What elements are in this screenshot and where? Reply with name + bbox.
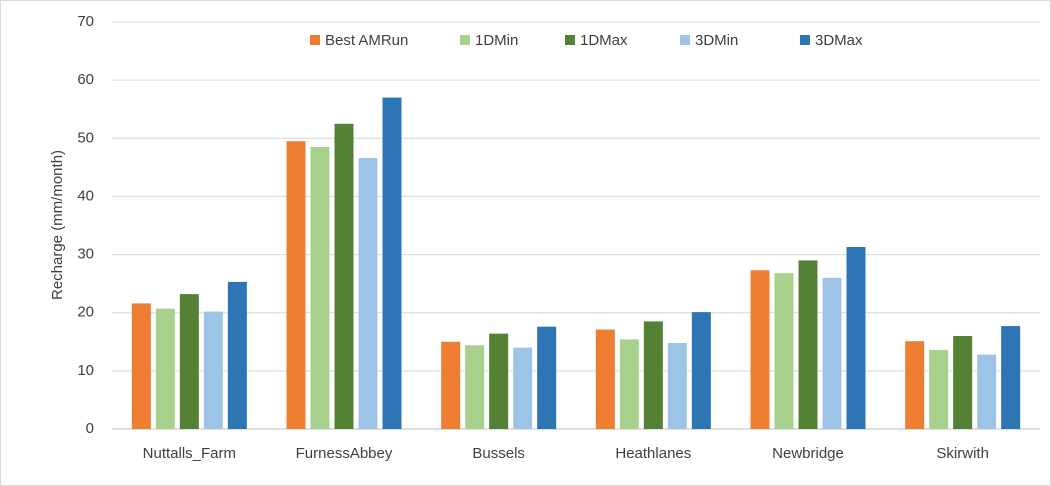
y-tick-label: 20 bbox=[77, 304, 94, 321]
bar bbox=[537, 326, 557, 429]
legend-swatch bbox=[800, 35, 810, 45]
bar bbox=[179, 294, 199, 429]
bar bbox=[358, 158, 378, 429]
x-tick-label: Nuttalls_Farm bbox=[143, 445, 236, 462]
y-tick-label: 50 bbox=[77, 129, 94, 146]
y-tick-label: 40 bbox=[77, 187, 94, 204]
y-tick-label: 70 bbox=[77, 13, 94, 30]
bar bbox=[227, 281, 247, 429]
y-tick-label: 0 bbox=[86, 420, 94, 437]
bar bbox=[513, 347, 533, 429]
bar bbox=[595, 329, 615, 429]
x-tick-label: FurnessAbbey bbox=[296, 445, 393, 462]
bar bbox=[977, 354, 997, 429]
bar bbox=[310, 147, 330, 429]
bar bbox=[334, 123, 354, 429]
bar bbox=[643, 321, 663, 429]
x-tick-label: Heathlanes bbox=[615, 445, 691, 462]
bar bbox=[822, 277, 842, 429]
bar bbox=[382, 97, 402, 429]
legend-label: Best AMRun bbox=[325, 32, 408, 49]
y-axis-label: Recharge (mm/month) bbox=[49, 150, 66, 300]
y-tick-label: 30 bbox=[77, 246, 94, 263]
x-tick-label: Skirwith bbox=[936, 445, 989, 462]
bar bbox=[203, 311, 223, 429]
bar bbox=[774, 273, 794, 429]
y-tick-label: 60 bbox=[77, 71, 94, 88]
bar bbox=[667, 342, 687, 429]
bar bbox=[441, 341, 461, 429]
legend-label: 1DMin bbox=[475, 32, 518, 49]
bar bbox=[465, 345, 485, 429]
legend-swatch bbox=[310, 35, 320, 45]
bar bbox=[905, 341, 925, 429]
legend-swatch bbox=[680, 35, 690, 45]
y-tick-label: 10 bbox=[77, 362, 94, 379]
legend-swatch bbox=[460, 35, 470, 45]
bar bbox=[691, 312, 711, 429]
bar bbox=[1001, 326, 1021, 429]
legend-label: 3DMax bbox=[815, 32, 863, 49]
bar bbox=[798, 260, 818, 429]
legend-swatch bbox=[565, 35, 575, 45]
bar bbox=[619, 339, 639, 429]
bar bbox=[131, 303, 151, 429]
bar bbox=[846, 247, 866, 429]
bar bbox=[750, 270, 770, 429]
x-tick-label: Bussels bbox=[472, 445, 525, 462]
bar bbox=[155, 308, 175, 429]
legend-label: 1DMax bbox=[580, 32, 628, 49]
bar bbox=[286, 141, 306, 429]
bar bbox=[929, 349, 949, 429]
legend-label: 3DMin bbox=[695, 32, 738, 49]
bar bbox=[953, 335, 973, 429]
bar bbox=[489, 333, 509, 429]
x-tick-label: Newbridge bbox=[772, 445, 844, 462]
